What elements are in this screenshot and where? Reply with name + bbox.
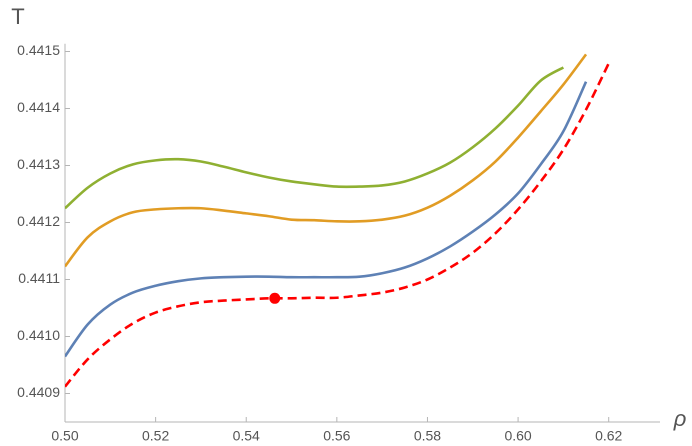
y-tick-label: 0.4410 xyxy=(17,327,60,343)
series-line xyxy=(65,81,588,358)
marker-point xyxy=(269,292,281,304)
x-tick-label: 0.52 xyxy=(142,428,169,444)
x-tick-label: 0.56 xyxy=(323,428,350,444)
x-tick-label: 0.54 xyxy=(233,428,260,444)
x-tick-label: 0.50 xyxy=(51,428,78,444)
y-tick-label: 0.4409 xyxy=(17,384,60,400)
y-tick-label: 0.4413 xyxy=(17,156,60,172)
x-axis-label: ρ xyxy=(673,406,687,431)
x-tick-label: 0.62 xyxy=(595,428,622,444)
y-tick-label: 0.4411 xyxy=(18,270,60,286)
plot-area xyxy=(65,53,610,388)
series-line xyxy=(65,53,588,268)
series-line xyxy=(65,62,610,388)
y-tick-label: 0.4414 xyxy=(17,99,60,115)
x-tick-label: 0.58 xyxy=(414,428,441,444)
y-tick-label: 0.4415 xyxy=(17,42,60,58)
y-axis-label: T xyxy=(11,4,24,29)
x-tick-label: 0.60 xyxy=(504,428,531,444)
series-line xyxy=(65,66,565,210)
y-tick-label: 0.4412 xyxy=(17,213,60,229)
